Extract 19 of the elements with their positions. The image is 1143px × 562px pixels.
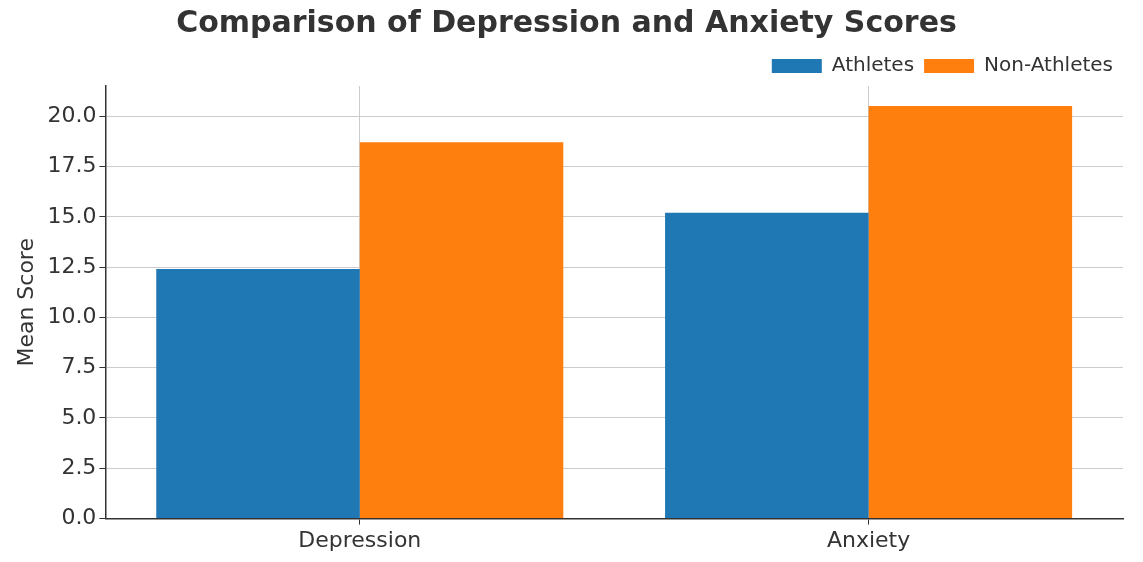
y-axis-title: Mean Score xyxy=(12,238,38,367)
bar xyxy=(665,212,869,519)
y-tick-label: 10.0 xyxy=(47,303,97,329)
y-tick-label: 12.5 xyxy=(47,252,97,278)
y-tick-label: 5.0 xyxy=(61,403,97,429)
x-tick-label: Depression xyxy=(298,526,422,552)
y-tick-label: 7.5 xyxy=(61,353,97,379)
y-tick-label: 20.0 xyxy=(47,101,97,127)
legend-label: Athletes xyxy=(831,52,915,77)
bar xyxy=(156,269,360,519)
y-tick-label: 17.5 xyxy=(47,152,97,178)
bar xyxy=(359,142,564,519)
x-tick-label: Anxiety xyxy=(826,526,911,552)
y-tick-label: 15.0 xyxy=(47,202,97,228)
chart-title: Comparison of Depression and Anxiety Scores xyxy=(176,3,957,39)
y-tick-label: 2.5 xyxy=(61,454,97,480)
legend-label: Non-Athletes xyxy=(984,52,1114,77)
bar xyxy=(868,106,1073,519)
y-tick-label: 0.0 xyxy=(61,504,97,530)
